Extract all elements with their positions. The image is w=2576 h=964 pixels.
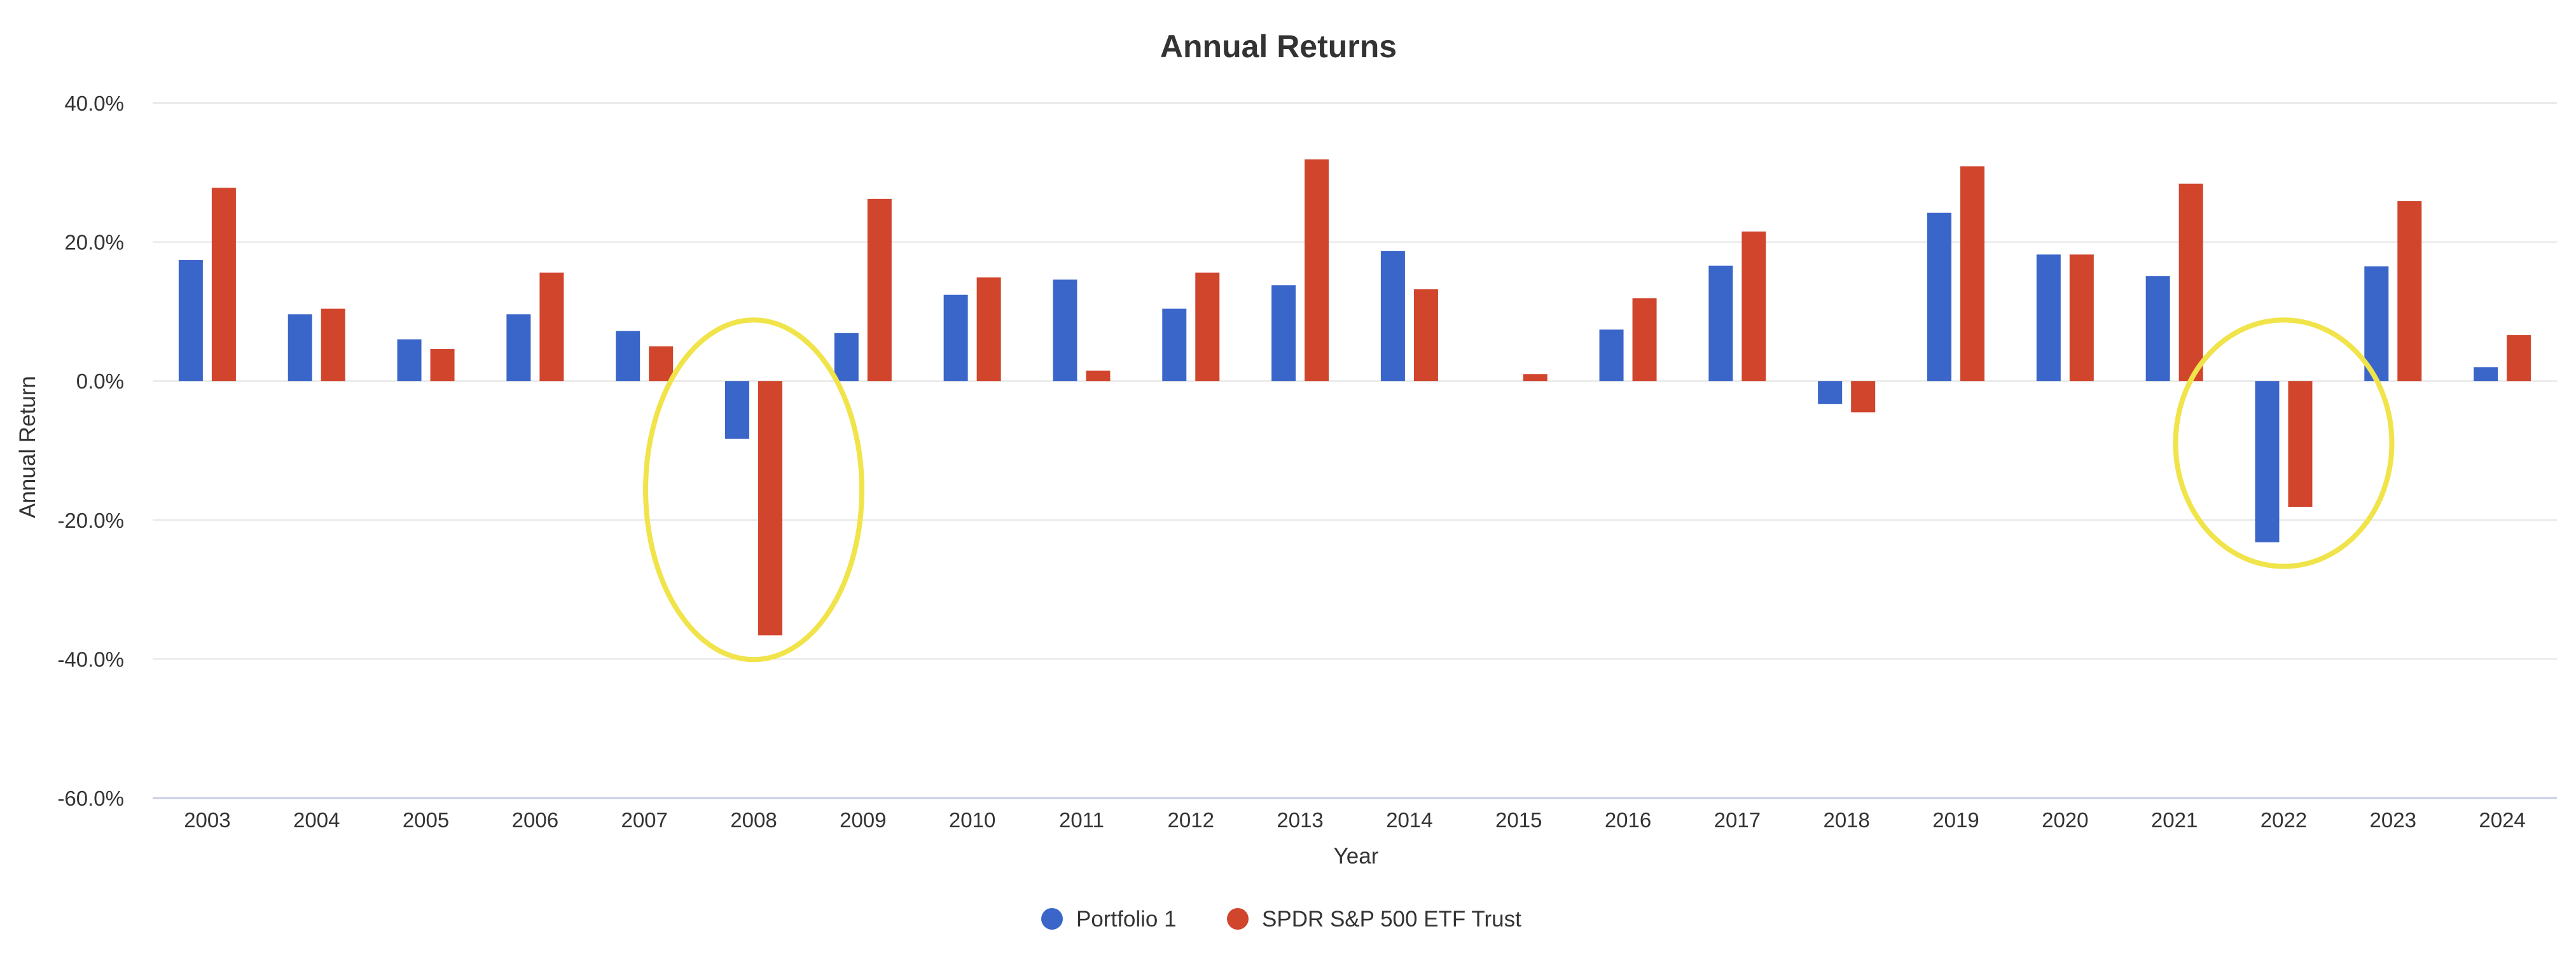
bar-spdr-sp500-2006 (539, 272, 564, 382)
chart-title: Annual Returns (1160, 29, 1397, 64)
legend-marker-spdr-sp500 (1227, 908, 1249, 930)
bar-portfolio-1-2003 (178, 260, 203, 382)
legend-marker-portfolio-1 (1041, 908, 1063, 930)
bar-spdr-sp500-2011 (1086, 370, 1111, 382)
x-tick-label: 2022 (2261, 808, 2307, 832)
bar-spdr-sp500-2003 (211, 188, 236, 382)
bar-portfolio-1-2010 (943, 294, 968, 382)
x-tick-label: 2014 (1386, 808, 1432, 832)
legend: Portfolio 1 SPDR S&P 500 ETF Trust (1041, 907, 1521, 932)
grid-lines (153, 102, 2557, 799)
bar-portfolio-1-2011 (1053, 279, 1077, 382)
x-tick-label: 2019 (1932, 808, 1979, 832)
x-tick-label: 2010 (949, 808, 995, 832)
bar-portfolio-1-2016 (1599, 329, 1624, 382)
x-tick-label: 2011 (1059, 808, 1104, 832)
y-axis-ticks: 40.0% 20.0% 0.0% -20.0% -40.0% -60.0% (57, 92, 124, 810)
bar-portfolio-1-2009 (834, 333, 859, 382)
x-tick-label: 2007 (621, 808, 667, 832)
x-tick-label: 2008 (730, 808, 777, 832)
bar-spdr-sp500-2009 (867, 198, 892, 382)
bar-portfolio-1-2013 (1271, 285, 1296, 382)
bar-portfolio-1-2005 (397, 339, 422, 382)
y-tick-label: -40.0% (57, 647, 124, 671)
x-axis-label: Year (1334, 844, 1379, 869)
y-tick-label: 0.0% (76, 369, 124, 393)
bar-spdr-sp500-2018 (1851, 381, 1876, 413)
highlight-ellipse-2008 (643, 317, 864, 663)
x-axis-ticks: 2003 2004 2005 2006 2007 2008 2009 2010 2011 2012… (184, 808, 2526, 832)
legend-label: Portfolio 1 (1076, 907, 1177, 932)
bar-spdr-sp500-2016 (1632, 298, 1657, 382)
bar-spdr-sp500-2012 (1195, 272, 1220, 382)
bar-spdr-sp500-2019 (1960, 166, 1984, 382)
bar-portfolio-1-2012 (1162, 308, 1187, 382)
bar-portfolio-1-2008 (725, 381, 749, 439)
bar-portfolio-1-2022 (2255, 381, 2280, 542)
bar-spdr-sp500-2020 (2069, 254, 2094, 382)
x-tick-label: 2020 (2042, 808, 2088, 832)
bar-spdr-sp500-2023 (2397, 201, 2422, 382)
annotations (643, 317, 2395, 663)
bars (178, 159, 2531, 636)
bar-spdr-sp500-2017 (1742, 231, 1766, 382)
bar-spdr-sp500-2005 (430, 348, 455, 382)
bar-spdr-sp500-2013 (1305, 159, 1329, 382)
y-tick-label: 20.0% (64, 231, 124, 254)
x-tick-label: 2023 (2370, 808, 2416, 832)
highlight-ellipse-2022 (2173, 317, 2395, 569)
bar-portfolio-1-2015 (1490, 381, 1514, 382)
x-tick-label: 2012 (1168, 808, 1214, 832)
x-tick-label: 2009 (840, 808, 886, 832)
bar-portfolio-1-2019 (1927, 212, 1951, 382)
y-axis-label: Annual Return (15, 376, 40, 518)
legend-label: SPDR S&P 500 ETF Trust (1262, 907, 1521, 932)
bar-portfolio-1-2007 (616, 331, 641, 382)
bar-spdr-sp500-2007 (649, 346, 674, 382)
bar-portfolio-1-2014 (1380, 251, 1405, 382)
bar-spdr-sp500-2004 (321, 308, 345, 382)
bar-portfolio-1-2021 (2145, 276, 2170, 382)
x-tick-label: 2006 (512, 808, 558, 832)
bar-portfolio-1-2004 (287, 314, 312, 382)
y-tick-label: -20.0% (57, 509, 124, 532)
y-tick-label: -60.0% (57, 787, 124, 810)
bar-portfolio-1-2024 (2474, 367, 2498, 382)
x-tick-label: 2013 (1277, 808, 1323, 832)
x-tick-label: 2024 (2479, 808, 2525, 832)
x-tick-label: 2021 (2151, 808, 2198, 832)
bar-spdr-sp500-2015 (1523, 374, 1548, 382)
bar-portfolio-1-2020 (2036, 254, 2061, 382)
bar-portfolio-1-2023 (2364, 266, 2389, 382)
x-tick-label: 2016 (1605, 808, 1651, 832)
x-tick-label: 2015 (1495, 808, 1542, 832)
bar-spdr-sp500-2014 (1413, 289, 1438, 382)
x-tick-label: 2017 (1714, 808, 1761, 832)
bar-portfolio-1-2018 (1818, 381, 1843, 404)
bar-spdr-sp500-2021 (2178, 183, 2203, 382)
bar-spdr-sp500-2024 (2507, 335, 2531, 382)
bar-spdr-sp500-2008 (758, 381, 782, 636)
x-tick-label: 2018 (1823, 808, 1869, 832)
bar-portfolio-1-2006 (506, 314, 531, 382)
y-tick-label: 40.0% (64, 92, 124, 115)
bar-spdr-sp500-2022 (2288, 381, 2313, 507)
bar-spdr-sp500-2010 (976, 277, 1001, 382)
x-tick-label: 2004 (293, 808, 340, 832)
x-tick-label: 2005 (403, 808, 449, 832)
bar-portfolio-1-2017 (1708, 265, 1733, 382)
x-tick-label: 2003 (184, 808, 230, 832)
